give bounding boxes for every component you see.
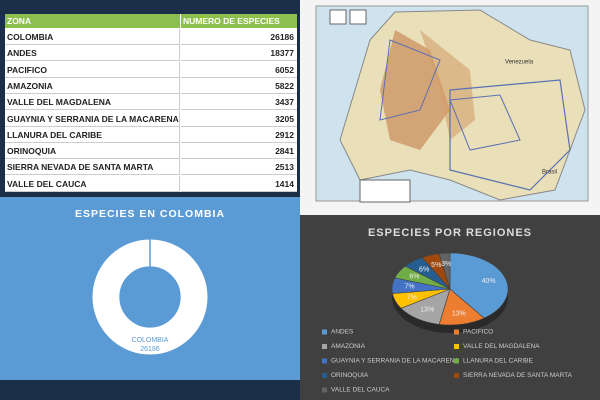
legend-label: ANDES — [331, 329, 354, 336]
legend-label: AMAZONIA — [331, 343, 366, 350]
legend-label: VALLE DEL MAGDALENA — [463, 343, 540, 350]
table-cell: 3205 — [181, 111, 297, 127]
legend-label: GUAYNIA Y SERRANIA DE LA MACARENA — [331, 358, 460, 365]
legend-label: PACIFICO — [463, 329, 493, 336]
map-inset — [329, 9, 347, 25]
table-cell: 2912 — [181, 127, 297, 143]
map-regions — [379, 39, 521, 151]
donut-chart: ESPECIES EN COLOMBIA COLOMBIA 26186 — [0, 197, 300, 380]
legend-swatch — [322, 344, 327, 349]
table-cell: VALLE DEL CAUCA — [5, 175, 180, 192]
legend-swatch — [322, 387, 327, 393]
legend-swatch — [454, 329, 459, 335]
table-cell: ORINOQUIA — [5, 143, 180, 160]
map-label: Brasil — [542, 170, 557, 176]
header-cell: ZONA — [5, 14, 180, 28]
table-cell: GUAYNIA Y SERRANIA DE LA MACARENA — [5, 110, 180, 127]
donut-slice — [91, 238, 209, 356]
legend-swatch — [454, 358, 459, 364]
table-cell: 3437 — [181, 94, 297, 111]
data-label-category: COLOMBIA — [132, 337, 169, 344]
map-legend-box — [359, 179, 411, 203]
table-cell: 18377 — [181, 45, 297, 62]
table-cell: 2841 — [181, 143, 297, 160]
table-cell: SIERRA NEVADA DE SANTA MARTA — [5, 159, 180, 176]
table-cell: 2513 — [181, 159, 297, 176]
table-cell: VALLE DEL MAGDALENA — [5, 94, 180, 111]
map-inset — [349, 9, 367, 25]
legend-label: SIERRA NEVADA DE SANTA MARTA — [463, 372, 573, 379]
data-label: 5% — [431, 262, 441, 269]
legend-label: VALLE DEL CAUCA — [331, 387, 390, 394]
data-label: 40% — [482, 278, 496, 285]
data-label: 6% — [409, 274, 419, 281]
table-cell: 26186 — [181, 29, 297, 45]
legend-label: ORINOQUIA — [331, 372, 369, 379]
data-label-value: 26186 — [140, 346, 160, 353]
header-cell: NUMERO DE ESPECIES — [181, 14, 297, 28]
table-cell: 1414 — [181, 176, 297, 192]
legend-swatch — [454, 373, 459, 378]
legend-swatch — [454, 344, 459, 349]
pie-slice — [438, 252, 451, 290]
data-label: 7% — [405, 283, 415, 290]
legend-label: LLANURA DEL CARIBE — [463, 358, 534, 365]
pie-slice — [449, 252, 509, 319]
table-cell: ANDES — [5, 45, 180, 62]
map-label: Venezuela — [505, 60, 534, 66]
legend-swatch — [322, 329, 327, 335]
legend-swatch — [322, 358, 327, 364]
pie-chart: ESPECIES POR REGIONES 40%13%13%7%7%6%6%5… — [300, 215, 600, 400]
table-cell: 5822 — [181, 78, 297, 94]
table-cell: 6052 — [181, 62, 297, 78]
data-label: 7% — [407, 294, 417, 301]
data-label: 13% — [420, 307, 434, 314]
map-regions — [449, 79, 571, 191]
map: Venezuela Brasil — [300, 0, 600, 215]
data-label: 13% — [452, 310, 466, 317]
table-cell: LLANURA DEL CARIBE — [5, 126, 180, 143]
table-cell: AMAZONIA — [5, 77, 180, 94]
data-label: 6% — [419, 266, 429, 273]
chart-title: ESPECIES EN COLOMBIA — [75, 208, 225, 220]
table-cell: COLOMBIA — [5, 29, 180, 45]
chart-title: ESPECIES POR REGIONES — [368, 227, 532, 239]
table-cell: PACIFICO — [5, 61, 180, 78]
legend-swatch — [322, 373, 327, 378]
species-table: ZONA NUMERO DE ESPECIES COLOMBIA 26186 ANDES… — [5, 14, 297, 192]
data-label: 3% — [441, 261, 451, 268]
